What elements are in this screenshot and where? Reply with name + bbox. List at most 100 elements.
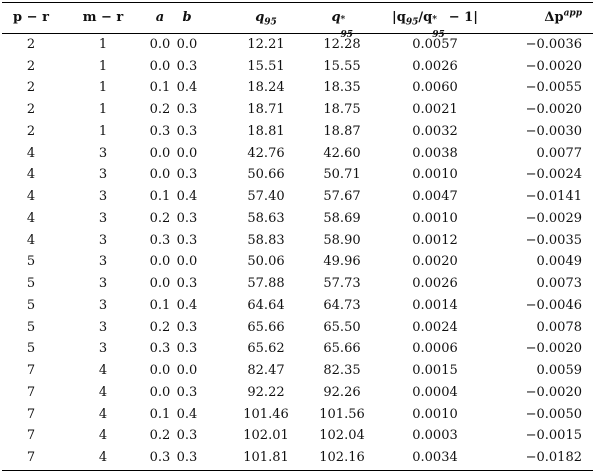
header-cell: q95 [255,10,277,28]
table-cell: −0.0055 [525,80,582,96]
table-cell: 65.50 [323,319,361,335]
table-cell: 1 [98,102,108,118]
table-cell: 0.1 [149,406,171,422]
table-cell: 15.51 [247,58,285,74]
table-cell: 0.0026 [412,58,458,74]
table-cell: 58.69 [323,210,361,226]
table-cell: 0.0004 [412,384,458,400]
table-cell: −0.0050 [525,406,582,422]
table-cell: 0.3 [176,428,198,444]
subscript: 95 [405,17,419,28]
superscript: * [340,15,346,25]
table-cell: 0.0 [149,167,171,183]
table-cell: 0.0 [149,58,171,74]
table-cell: 57.88 [247,276,285,292]
table-cell: 0.2 [149,319,171,335]
table-cell: 4 [98,363,108,379]
table-cell: 0.3 [176,58,198,74]
table-cell: 18.87 [323,123,361,139]
table-cell: 0.3 [176,384,198,400]
header-text: q [331,10,341,25]
table-cell: 0.0021 [412,102,458,118]
header-cell: Δpapp [544,8,582,26]
header-text: |q [392,10,406,25]
table-cell: 65.62 [247,341,285,357]
table-cell: 7 [26,406,36,422]
table-cell: −0.0030 [525,123,582,139]
table-cell: 1 [98,37,108,52]
table-cell: 0.3 [176,210,198,226]
table-cell: 57.73 [323,276,361,292]
table-cell: 0.0 [149,276,171,292]
table-cell: 0.3 [176,319,198,335]
table-cell: 4 [98,406,108,422]
table-cell: 102.16 [319,450,365,465]
table-cell: 4 [98,384,108,400]
table-cell: −0.0182 [525,450,582,465]
table-cell: 49.96 [323,254,361,270]
table-cell: −0.0020 [525,102,582,118]
table-cell: 0.0059 [536,363,583,379]
table-cell: 2 [26,102,36,118]
superscript: * [432,15,437,25]
table-cell: 18.35 [323,80,361,96]
table-cell: 0.0010 [412,210,458,226]
table-cell: 92.26 [323,384,361,400]
table-cell: 0.3 [176,341,198,357]
table-cell: 4 [26,167,36,183]
subscript: 95 [340,30,354,40]
table-cell: −0.0046 [525,297,582,313]
subscript: 95 [264,17,277,28]
table-cell: 2 [26,37,36,52]
table-cell: 0.0010 [412,406,458,422]
table-cell: 0.0006 [412,341,458,357]
header-cell: a [156,10,164,26]
table-cell: 0.0032 [412,123,458,139]
table-cell: 0.3 [176,276,198,292]
table-cell: −0.0141 [525,189,582,205]
table-cell: 1 [98,123,108,139]
table-cell: 3 [98,232,108,248]
table-cell: 3 [98,254,108,270]
table-cell: 0.0 [176,363,198,379]
table-cell: 3 [98,189,108,205]
table-cell: 18.75 [323,102,361,118]
table-cell: 64.73 [323,297,361,313]
table-cell: 5 [26,254,36,270]
bottom-rule [2,470,593,472]
table-cell: 18.24 [247,80,285,96]
table-cell: −0.0029 [525,210,582,226]
table-cell: 58.83 [247,232,285,248]
table-cell: −0.0036 [525,37,582,52]
subscript: 95 [432,30,445,40]
table-cell: 0.0 [149,254,171,270]
header-text: p − r [13,10,49,25]
table-cell: 0.3 [176,450,198,465]
table-cell: 3 [98,297,108,313]
table-cell: 0.1 [149,189,171,205]
table-cell: 0.0078 [536,319,583,335]
table-cell: 5 [26,297,36,313]
table-cell: 0.0014 [412,297,458,313]
table-cell: 42.60 [323,145,361,161]
table-cell: 4 [26,145,36,161]
table-cell: 1 [98,58,108,74]
table-cell: 2 [26,80,36,96]
header-text: m − r [82,10,124,25]
table-cell: −0.0024 [525,167,582,183]
table-cell: 3 [98,167,108,183]
superscript: app [563,8,582,19]
header-text: /q [418,10,433,25]
table-cell: 0.0020 [412,254,458,270]
table-cell: −0.0015 [525,428,582,444]
header-text: a [155,10,165,25]
table-cell: 7 [26,384,36,400]
table-cell: 7 [26,428,36,444]
table-cell: 0.0077 [536,145,583,161]
header-text: − 1| [444,10,478,25]
table-cell: 101.46 [243,406,289,422]
table-cell: 3 [98,210,108,226]
table-cell: 12.21 [247,37,285,52]
table-cell: 4 [98,428,108,444]
table-cell: 5 [26,276,36,292]
